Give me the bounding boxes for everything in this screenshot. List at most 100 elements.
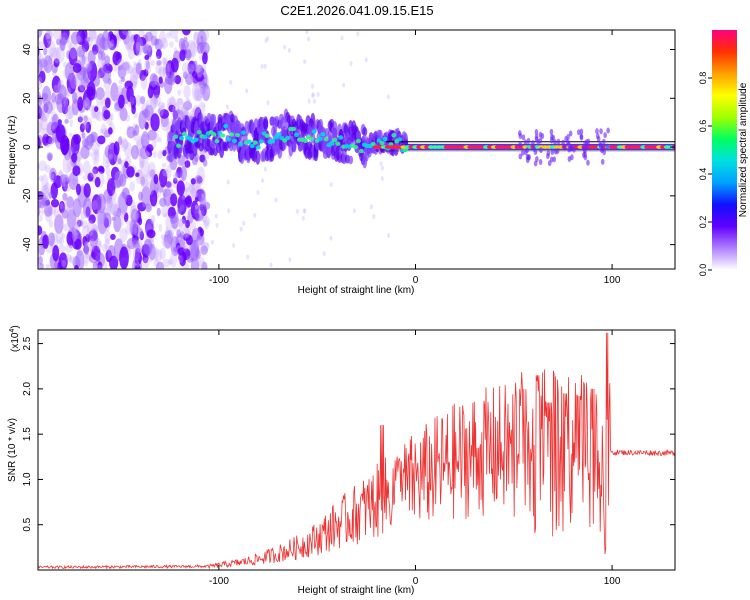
noise-cell: [139, 96, 146, 104]
noise-cell: [146, 144, 154, 153]
noise-cell: [161, 102, 165, 109]
noise-cell: [176, 108, 181, 115]
noise-cell: [152, 150, 157, 159]
colorbar-tick-label: 0.4: [698, 168, 708, 181]
noise-cell: [61, 209, 69, 219]
noise-cell: [117, 158, 122, 165]
noise-cell: [161, 122, 169, 132]
noise-cell: [168, 258, 173, 265]
noise-cell: [200, 245, 208, 255]
noise-cell: [53, 208, 60, 219]
noise-cell: [130, 208, 140, 223]
noise-cell: [93, 148, 100, 158]
noise-cell: [106, 60, 110, 66]
noise-cell: [33, 50, 37, 58]
noise-cell: [60, 176, 66, 187]
noise-cell: [84, 103, 88, 107]
spectrogram-y-axis: -40 -20 0 20 40: [22, 44, 675, 252]
noise-cell: [57, 261, 63, 269]
noise-cell: [138, 217, 143, 226]
burst-cell: [600, 158, 605, 165]
noise-cell: [144, 59, 151, 71]
noise-cell: [121, 201, 127, 216]
noise-cell: [136, 260, 140, 268]
noise-cell: [177, 89, 182, 96]
noise-cell: [352, 208, 356, 214]
noise-cell: [133, 222, 141, 237]
noise-cell: [61, 259, 67, 268]
noise-cell: [316, 92, 320, 98]
noise-cell: [183, 181, 191, 192]
noise-cell: [129, 181, 136, 192]
noise-cell: [169, 41, 174, 49]
burst-cell: [550, 149, 555, 156]
x-tick-label: 100: [604, 576, 621, 587]
noise-cell: [41, 100, 51, 122]
noise-cell: [187, 68, 194, 76]
signal-halo-cell: [291, 140, 297, 150]
noise-cell: [139, 69, 147, 82]
noise-cell: [140, 159, 150, 178]
noise-cell: [112, 47, 116, 52]
noise-cell: [204, 219, 210, 230]
noise-cell: [197, 240, 201, 246]
noise-cell: [152, 132, 160, 143]
noise-cell: [70, 31, 81, 45]
noise-cell: [96, 70, 103, 79]
noise-cell: [97, 264, 103, 269]
noise-cell: [215, 222, 219, 228]
noise-cell: [33, 140, 38, 150]
noise-cell: [101, 127, 109, 138]
noise-cell: [121, 30, 131, 36]
noise-cell: [82, 67, 91, 84]
noise-cell: [92, 261, 98, 269]
noise-cell: [47, 153, 52, 162]
noise-cell: [119, 227, 128, 243]
noise-cell: [66, 201, 75, 217]
noise-cell: [38, 263, 44, 269]
noise-cell: [124, 141, 133, 159]
noise-cell: [107, 127, 113, 135]
noise-cell: [143, 238, 153, 257]
noise-cell: [106, 199, 112, 211]
noise-cell: [109, 203, 118, 216]
noise-cell: [178, 37, 185, 51]
snr-y-label: SNR (10 * v/v): [7, 418, 18, 482]
noise-cell: [75, 250, 85, 269]
noise-cell: [202, 158, 208, 167]
noise-cell: [89, 238, 95, 247]
noise-cell: [64, 61, 75, 82]
signal-track-cell: [391, 132, 397, 138]
noise-cell: [184, 219, 190, 229]
noise-cell: [201, 261, 208, 269]
noise-cell: [146, 99, 150, 107]
noise-cell: [126, 126, 136, 139]
x-tick-label: 100: [604, 275, 621, 286]
noise-cell: [287, 48, 291, 54]
noise-cell: [110, 112, 114, 121]
noise-cell: [38, 39, 41, 46]
signal-track-cell: [176, 143, 182, 149]
burst-cell: [538, 158, 543, 165]
snr-panel: -100 0 100 0.5 1.0 1.5 2.0 2.5 Height of strai…: [7, 325, 676, 596]
burst-cell: [531, 139, 535, 146]
signal-halo-cell: [263, 116, 269, 131]
noise-cell: [54, 93, 63, 105]
noise-cell: [146, 180, 155, 196]
noise-cell: [113, 141, 120, 156]
noise-cell: [165, 120, 170, 126]
colorbar-tick-label: 0.0: [698, 264, 708, 277]
burst-cell: [586, 159, 590, 166]
noise-cell: [119, 174, 127, 187]
y-tick-label: -40: [22, 237, 33, 252]
noise-cell: [302, 208, 306, 214]
noise-cell: [38, 58, 43, 73]
signal-track-cell: [335, 141, 341, 146]
noise-cell: [86, 86, 95, 97]
noise-cell: [163, 188, 172, 207]
noise-cell: [246, 254, 250, 260]
noise-cell: [90, 109, 97, 119]
noise-cell: [41, 113, 48, 123]
noise-cell: [125, 219, 131, 226]
noise-cell: [38, 214, 43, 222]
